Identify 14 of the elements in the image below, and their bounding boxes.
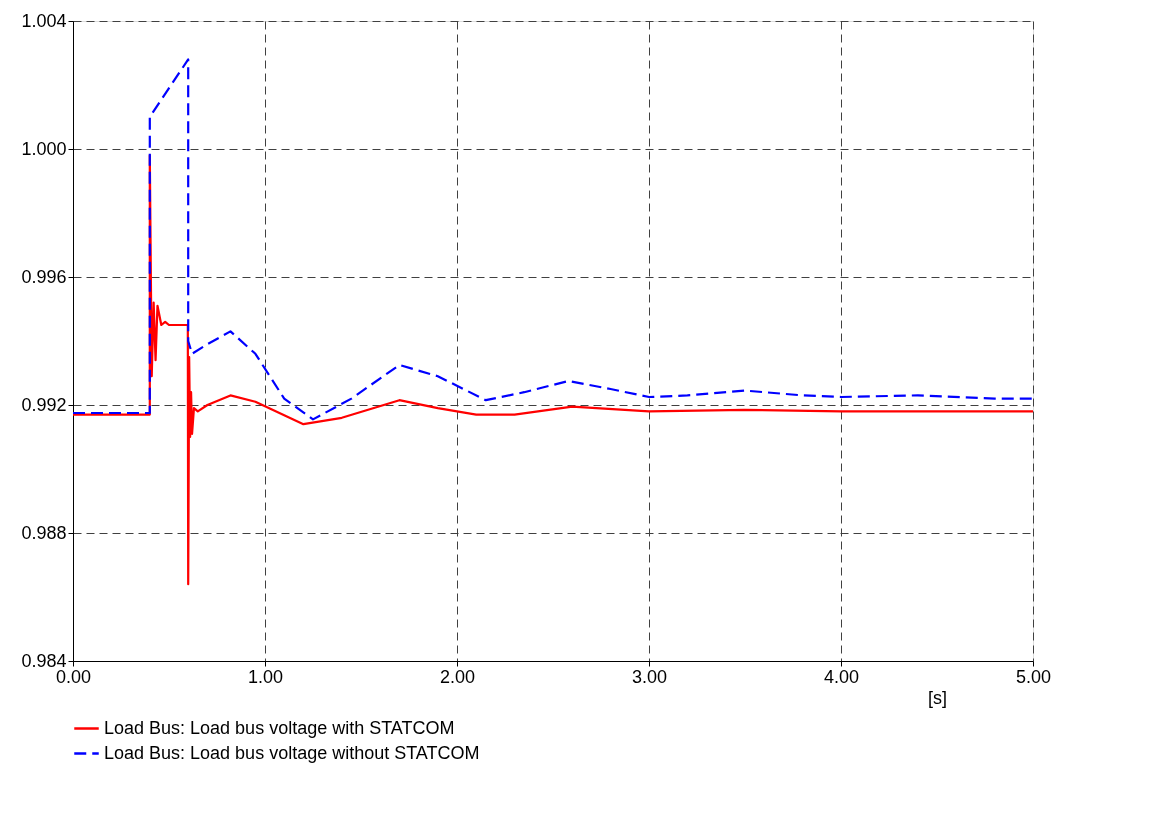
y-tick-label: 0.992 (21, 394, 67, 415)
x-tick-label: 4.00 (823, 666, 860, 687)
line-series (73, 58, 1033, 421)
y-tick-label: 1.004 (21, 10, 67, 31)
legend-label: Load Bus: Load bus voltage with STATCOM (104, 717, 455, 738)
x-tick-label: 2.00 (439, 666, 476, 687)
x-tick-label: 1.00 (247, 666, 284, 687)
y-tick-label: 1.000 (21, 138, 67, 159)
y-tick-label: 0.988 (21, 522, 67, 543)
x-tick-label: 3.00 (631, 666, 668, 687)
legend-label: Load Bus: Load bus voltage without STATCOM (104, 742, 480, 763)
x-tick-label: 5.00 (1015, 666, 1052, 687)
y-tick-label: 0.996 (21, 266, 67, 287)
x-axis-title: [s] (927, 687, 948, 708)
